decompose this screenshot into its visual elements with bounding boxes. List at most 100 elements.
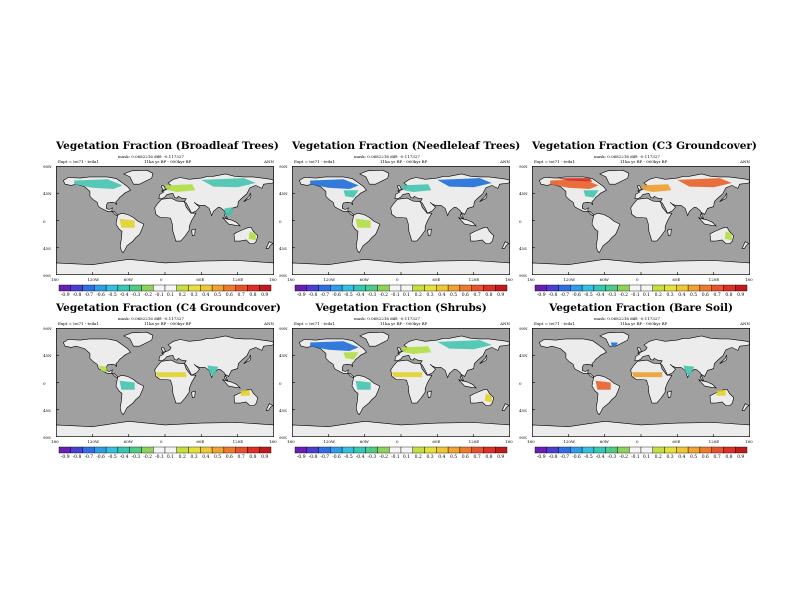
landmass-nz — [501, 403, 510, 411]
colorbar-tick-label: -0.8 — [72, 293, 82, 298]
colorbar-swatch — [534, 446, 547, 454]
colorbar-tick-label: -0.5 — [584, 455, 593, 460]
colorbar-tick-label: -0.7 — [84, 455, 94, 460]
y-axis-label: 90S — [279, 273, 287, 278]
colorbar-swatch — [318, 446, 331, 454]
colorbar-swatch — [735, 284, 748, 292]
colorbar-swatch — [389, 446, 402, 454]
colorbar-tick-label: 0.8 — [725, 293, 733, 298]
colorbar-tick-label: -0.2 — [143, 293, 153, 298]
landmass-madagascar — [191, 390, 196, 398]
y-axis-label: 90N — [519, 326, 528, 331]
colorbar-swatch — [200, 284, 213, 292]
landmass-madagascar — [191, 228, 196, 236]
colorbar-tick-label: 0.2 — [178, 293, 186, 298]
colorbar — [534, 284, 748, 292]
panel-title: Vegetation Fraction (Broadleaf Trees) — [56, 140, 279, 152]
colorbar-swatch — [294, 284, 307, 292]
colorbar-tick-label: 0.5 — [690, 293, 698, 298]
colorbar-swatch — [447, 284, 461, 292]
landmass-antarctica — [292, 258, 510, 275]
world-map — [292, 328, 510, 437]
colorbar-tick-label: 0.1 — [402, 293, 411, 298]
colorbar-tick-label: -0.1 — [391, 455, 400, 460]
colorbar-swatch — [353, 284, 366, 292]
colorbar-swatch — [558, 446, 571, 454]
x-axis-label: 120W — [87, 439, 100, 444]
colorbar-swatch — [605, 284, 618, 292]
colorbar-swatch — [70, 446, 83, 454]
x-axis-label: 120E — [708, 439, 720, 444]
panel-season: ANN — [500, 159, 510, 164]
panel-subtitle-2: 11ka yr BP - 000kyr BP — [380, 159, 428, 164]
y-axis-label: 90N — [279, 164, 288, 169]
colorbar-swatch — [687, 284, 701, 292]
colorbar-swatch — [400, 284, 413, 292]
anomaly-patch-australia_east — [724, 231, 732, 241]
anomaly-patch-amazon — [355, 380, 371, 390]
colorbar-swatch — [164, 284, 177, 292]
landmass-southamerica — [591, 212, 621, 254]
colorbar-swatch — [412, 446, 425, 454]
colorbar-tick-label: -0.7 — [320, 293, 330, 298]
colorbar-tick-label: 0.8 — [485, 455, 493, 460]
anomaly-patch-india — [683, 365, 695, 377]
panel-title: Vegetation Fraction (Needleleaf Trees) — [292, 140, 521, 152]
x-axis-label: 180 — [745, 439, 753, 444]
colorbar-tick-label: 0.5 — [450, 455, 458, 460]
colorbar-swatch — [70, 284, 83, 292]
colorbar-swatch — [483, 284, 496, 292]
x-axis-label: 180 — [51, 277, 59, 282]
x-axis-label: 180 — [287, 277, 295, 282]
y-axis-label: 90S — [279, 435, 287, 440]
colorbar-tick-label: 0.8 — [249, 293, 257, 298]
x-axis-label: 60E — [672, 277, 681, 282]
world-map — [292, 166, 510, 275]
colorbar-swatch — [676, 284, 689, 292]
landmass-madagascar — [427, 228, 432, 236]
colorbar-swatch — [459, 446, 472, 454]
colorbar-swatch — [330, 284, 343, 292]
colorbar-swatch — [495, 284, 508, 292]
y-axis-label: 90S — [519, 273, 527, 278]
colorbar-swatch — [94, 446, 107, 454]
x-axis-label: 60W — [599, 439, 609, 444]
anomaly-patch-mexico — [98, 365, 107, 373]
panel-season: ANN — [500, 321, 510, 326]
anomaly-patch-siberia — [437, 340, 492, 350]
colorbar-tick-label: 0.4 — [438, 293, 446, 298]
map-panel: Vegetation Fraction (Broadleaf Trees) mas… — [43, 140, 279, 305]
y-axis-label: 45S — [519, 245, 527, 251]
x-axis-label: 120E — [468, 439, 480, 444]
landmass-greenland — [599, 169, 630, 185]
y-axis-label: 45S — [519, 407, 527, 413]
x-axis-label: 120W — [323, 439, 336, 444]
world-map — [532, 328, 750, 437]
colorbar-swatch — [711, 284, 724, 292]
anomaly-patch-na_boreal — [74, 179, 123, 189]
anomaly-patch-na_boreal — [310, 179, 359, 189]
colorbar-swatch — [153, 446, 166, 454]
colorbar-tick-label: -0.3 — [607, 293, 617, 298]
x-axis-label: 0 — [396, 439, 399, 444]
colorbar-swatch — [664, 446, 677, 454]
landmass-nz — [741, 403, 750, 411]
y-axis-label: 45N — [279, 353, 288, 359]
colorbar-tick-label: 0.7 — [713, 293, 721, 298]
anomaly-patch-eu_central — [401, 346, 432, 354]
colorbar-tick-label: -0.4 — [595, 293, 605, 298]
colorbar-tick-label: 0.3 — [666, 455, 674, 460]
panel-title: Vegetation Fraction (Shrubs) — [315, 302, 487, 314]
colorbar-swatch — [247, 446, 260, 454]
colorbar-swatch — [471, 284, 484, 292]
x-axis-label: 180 — [527, 439, 535, 444]
colorbar-swatch — [436, 446, 449, 454]
landmass-africa — [630, 197, 673, 242]
colorbar-tick-label: -0.1 — [391, 293, 400, 298]
x-axis-label: 60W — [359, 439, 369, 444]
y-axis-label: 0 — [519, 380, 522, 386]
landmass-eurasia — [634, 335, 750, 383]
colorbar-tick-label: 0.5 — [214, 293, 222, 298]
panel-subtitle-2: 11ka yr BP - 000kyr BP — [144, 159, 192, 164]
anomaly-patch-sahel — [391, 372, 423, 378]
